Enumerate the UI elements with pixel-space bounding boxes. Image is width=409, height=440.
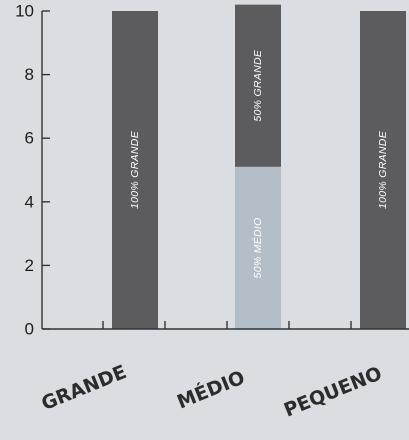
bar-data-label: 50% GRANDE [252, 49, 264, 122]
y-tick-label: 2 [25, 256, 34, 275]
y-tick-label: 0 [25, 320, 34, 339]
bar-grande-segment-1 [112, 11, 158, 329]
y-tick-label: 8 [25, 65, 34, 84]
y-tick-label: 6 [25, 129, 34, 148]
bar-médio-segment-1 [235, 4, 281, 167]
x-category-label: GRANDE [38, 361, 129, 415]
x-category-label: PEQUENO [281, 362, 385, 421]
labels-layer: GRANDE MÉDIO PEQUENO [38, 361, 385, 422]
y-tick-label: 10 [15, 2, 34, 21]
x-category-label: MÉDIO [174, 366, 248, 414]
bars-layer: 100% GRANDE 50% MÉDIO 50% GRANDE 100% GRAND… [112, 4, 406, 329]
y-tick-label: 4 [25, 192, 34, 211]
bar-data-label: 100% GRANDE [377, 130, 389, 209]
bar-data-label: 100% GRANDE [129, 130, 141, 209]
bar-pequeno-segment-1 [360, 11, 406, 329]
bar-data-label: 50% MÉDIO [251, 217, 264, 278]
ticks-layer: 0 2 4 6 8 10 [15, 2, 352, 339]
bar-médio-segment-0 [235, 166, 281, 329]
